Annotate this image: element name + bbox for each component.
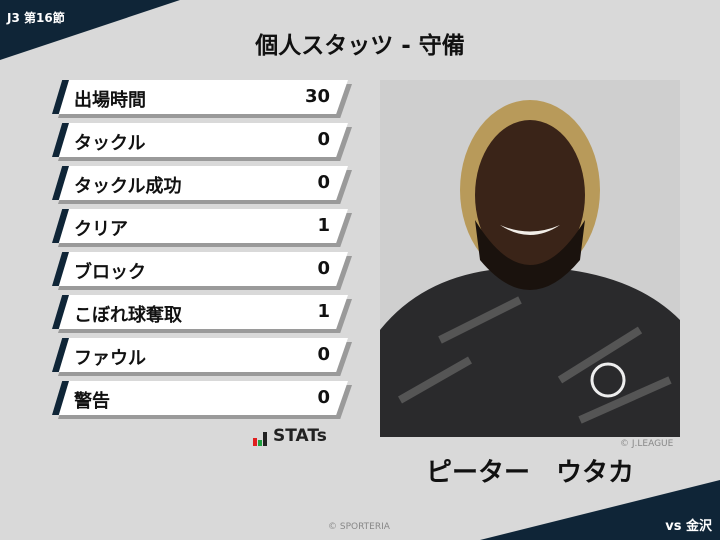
stat-row: クリア 1 — [52, 209, 352, 247]
player-name: ピーター ウタカ — [425, 458, 634, 488]
stat-value: 0 — [317, 344, 330, 365]
row-bar — [52, 80, 348, 114]
stat-row: タックル成功 0 — [52, 166, 352, 204]
stats-logo: STATs — [253, 426, 327, 446]
stat-row: ブロック 0 — [52, 252, 352, 290]
round-label: J3 第16節 — [7, 11, 65, 25]
stat-value: 1 — [317, 215, 330, 236]
stat-label: クリア — [74, 219, 128, 240]
stat-value: 30 — [304, 86, 330, 107]
stat-label: ブロック — [74, 262, 146, 283]
stat-label: 警告 — [74, 391, 110, 412]
stat-value: 0 — [317, 258, 330, 279]
bar-chart-icon — [253, 432, 267, 446]
stat-label: こぼれ球奪取 — [74, 305, 182, 326]
stat-row: タックル 0 — [52, 123, 352, 161]
row-bar — [52, 123, 348, 157]
opponent-label: vs 金沢 — [665, 519, 712, 534]
stat-label: ファウル — [74, 348, 146, 369]
stat-row: 警告 0 — [52, 381, 352, 419]
row-bar — [52, 166, 348, 200]
stats-logo-text: STATs — [273, 426, 327, 446]
stat-row: ファウル 0 — [52, 338, 352, 376]
stat-value: 1 — [317, 301, 330, 322]
copyright: © SPORTERIA — [328, 522, 390, 532]
stat-row: こぼれ球奪取 1 — [52, 295, 352, 333]
stat-label: 出場時間 — [74, 90, 146, 111]
stat-value: 0 — [317, 172, 330, 193]
stat-value: 0 — [317, 387, 330, 408]
stat-row: 出場時間 30 — [52, 80, 352, 118]
stat-label: タックル — [74, 133, 146, 154]
row-bar — [52, 381, 348, 415]
row-bar — [52, 338, 348, 372]
stat-label: タックル成功 — [74, 176, 182, 197]
row-bar — [52, 209, 348, 243]
photo-credit: © J.LEAGUE — [620, 439, 674, 449]
stat-value: 0 — [317, 129, 330, 150]
row-bar — [52, 252, 348, 286]
row-bar — [52, 295, 348, 329]
player-photo — [380, 80, 680, 437]
page-title: 個人スタッツ - 守備 — [255, 33, 465, 59]
